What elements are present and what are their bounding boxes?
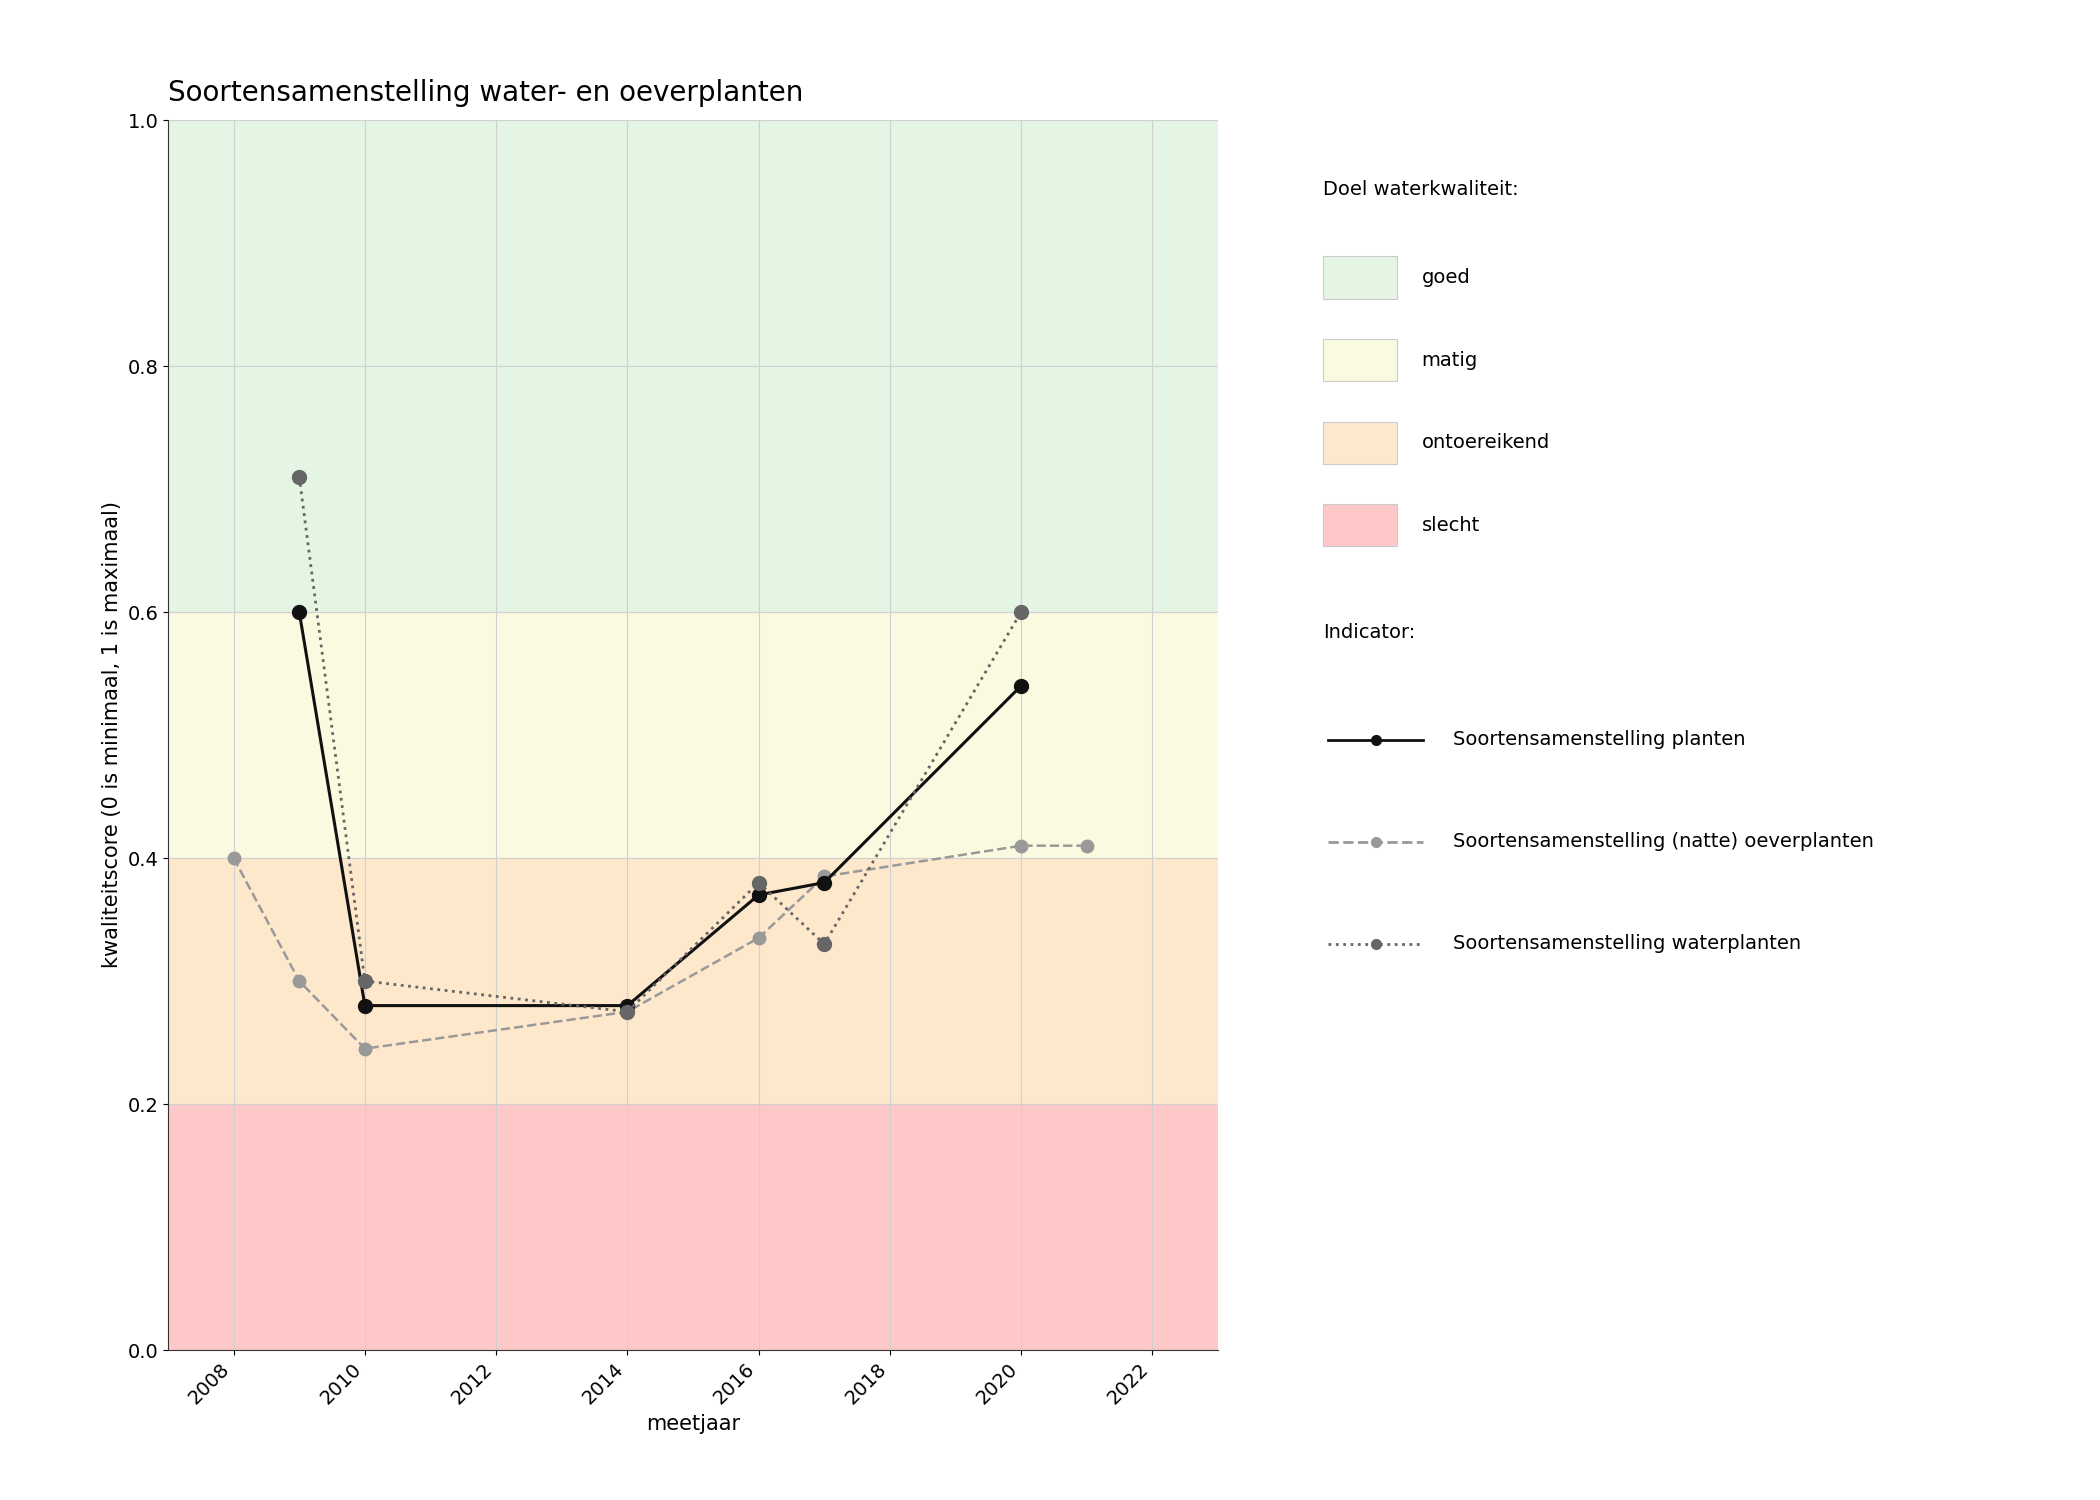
Bar (168, 1104, 1218, 1350)
Text: Soortensamenstelling water- en oeverplanten: Soortensamenstelling water- en oeverplan… (168, 78, 804, 106)
Soortensamenstelling (natte) oeverplanten (746, 928, 771, 946)
Bar (168, 612, 1218, 858)
X-axis label: meetjaar: meetjaar (647, 1413, 739, 1434)
Soortensamenstelling planten (811, 873, 836, 891)
Soortensamenstelling waterplanten (286, 468, 311, 486)
Soortensamenstelling (natte) oeverplanten (286, 972, 311, 990)
Text: Indicator:: Indicator: (1323, 622, 1415, 642)
Text: slecht: slecht (1422, 516, 1480, 534)
Soortensamenstelling (natte) oeverplanten (615, 1002, 640, 1020)
Line: Soortensamenstelling planten: Soortensamenstelling planten (292, 604, 1029, 1012)
Soortensamenstelling waterplanten (746, 873, 771, 891)
Line: Soortensamenstelling waterplanten: Soortensamenstelling waterplanten (292, 470, 1029, 1019)
Bar (168, 858, 1218, 1104)
Soortensamenstelling (natte) oeverplanten (353, 1040, 378, 1058)
Text: Soortensamenstelling (natte) oeverplanten: Soortensamenstelling (natte) oeverplante… (1453, 833, 1873, 850)
Soortensamenstelling waterplanten (1008, 603, 1033, 621)
Soortensamenstelling (natte) oeverplanten (1008, 837, 1033, 855)
Soortensamenstelling planten (286, 603, 311, 621)
Line: Soortensamenstelling (natte) oeverplanten: Soortensamenstelling (natte) oeverplante… (227, 840, 1092, 1054)
Soortensamenstelling waterplanten (615, 1002, 640, 1020)
Soortensamenstelling planten (1008, 676, 1033, 694)
Soortensamenstelling waterplanten (811, 934, 836, 952)
Soortensamenstelling (natte) oeverplanten (1073, 837, 1100, 855)
Soortensamenstelling (natte) oeverplanten (811, 867, 836, 885)
Text: Soortensamenstelling waterplanten: Soortensamenstelling waterplanten (1453, 934, 1802, 952)
Soortensamenstelling waterplanten (353, 972, 378, 990)
Text: matig: matig (1422, 351, 1478, 369)
Text: ontoereikend: ontoereikend (1422, 433, 1550, 451)
Soortensamenstelling planten (615, 996, 640, 1014)
Bar (168, 120, 1218, 612)
Soortensamenstelling (natte) oeverplanten (220, 849, 246, 867)
Soortensamenstelling planten (746, 886, 771, 904)
Text: Soortensamenstelling planten: Soortensamenstelling planten (1453, 730, 1745, 748)
Text: goed: goed (1422, 268, 1470, 286)
Soortensamenstelling planten (353, 996, 378, 1014)
Text: Doel waterkwaliteit:: Doel waterkwaliteit: (1323, 180, 1518, 200)
Y-axis label: kwaliteitscore (0 is minimaal, 1 is maximaal): kwaliteitscore (0 is minimaal, 1 is maxi… (101, 501, 122, 969)
